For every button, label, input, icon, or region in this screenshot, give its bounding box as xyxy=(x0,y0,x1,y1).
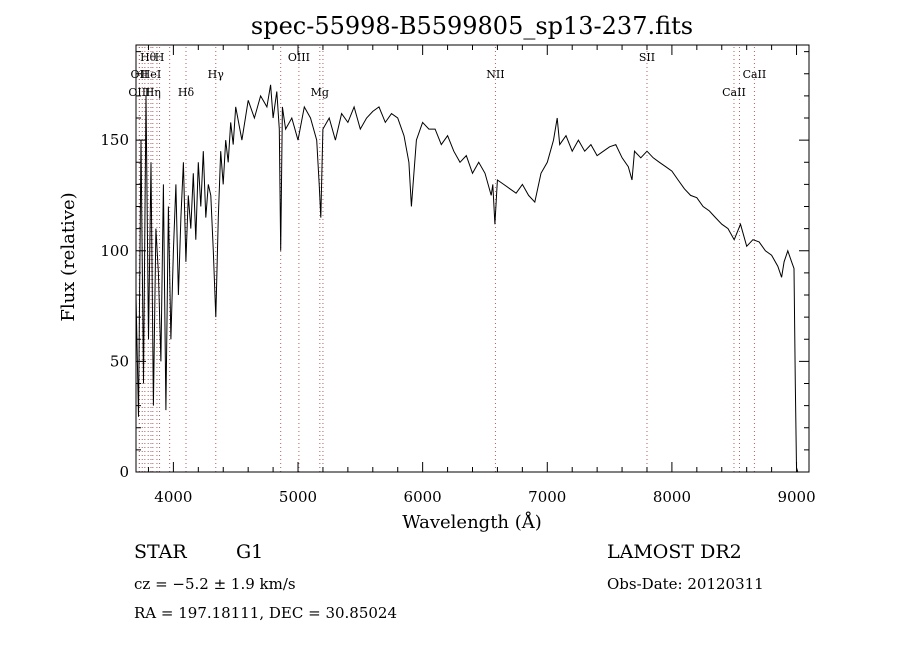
x-tick-label: 5000 xyxy=(279,488,317,506)
spectral-line-label: Hθ xyxy=(140,51,157,64)
x-tick-label: 7000 xyxy=(528,488,566,506)
y-tick-label: 150 xyxy=(100,131,129,149)
y-tick-label: 100 xyxy=(100,242,129,260)
y-axis-label: Flux (relative) xyxy=(58,192,79,321)
spectral-line-label: CaII xyxy=(722,86,746,99)
spectral-line-label: NII xyxy=(486,68,504,81)
x-tick-label: 6000 xyxy=(404,488,442,506)
survey-label: LAMOST DR2 xyxy=(607,541,742,563)
spectral-line-label: CaII xyxy=(743,68,767,81)
obs-date-label: Obs-Date: 20120311 xyxy=(607,575,764,593)
spectral-line-label: H xyxy=(155,51,165,64)
object-type-label: STAR xyxy=(134,541,187,563)
x-tick-label: 9000 xyxy=(777,488,815,506)
spectral-line-label: Hδ xyxy=(178,86,195,99)
spectral-line-label: Hγ xyxy=(208,68,225,81)
spectral-line-label: OIII xyxy=(288,51,310,64)
spectral-line-label: HeI xyxy=(141,68,161,81)
x-tick-label: 4000 xyxy=(154,488,192,506)
plot-area: 4000 5000 6000 7000 8000 9000050100150HθHOIIH… xyxy=(100,44,816,506)
spectrum-series-line xyxy=(135,84,799,473)
coordinates-label: RA = 197.18111, DEC = 30.85024 xyxy=(134,604,398,622)
plot-frame xyxy=(135,44,810,473)
spectral-line-label: OIII xyxy=(128,86,150,99)
redshift-label: cz = −5.2 ± 1.9 km/s xyxy=(134,575,296,593)
subclass-label: G1 xyxy=(236,541,264,563)
spectral-line-label: Hη xyxy=(145,86,161,99)
y-tick-label: 50 xyxy=(110,352,129,370)
spectral-line-label: Mg xyxy=(311,86,329,99)
x-tick-label: 8000 xyxy=(653,488,691,506)
spectral-line-label: SII xyxy=(639,51,655,64)
y-tick-label: 0 xyxy=(119,463,129,481)
x-axis-label: Wavelength (Å) xyxy=(402,511,542,533)
chart-title: spec-55998-B5599805_sp13-237.fits xyxy=(251,12,693,40)
spectral-line-label: OII xyxy=(131,68,149,81)
